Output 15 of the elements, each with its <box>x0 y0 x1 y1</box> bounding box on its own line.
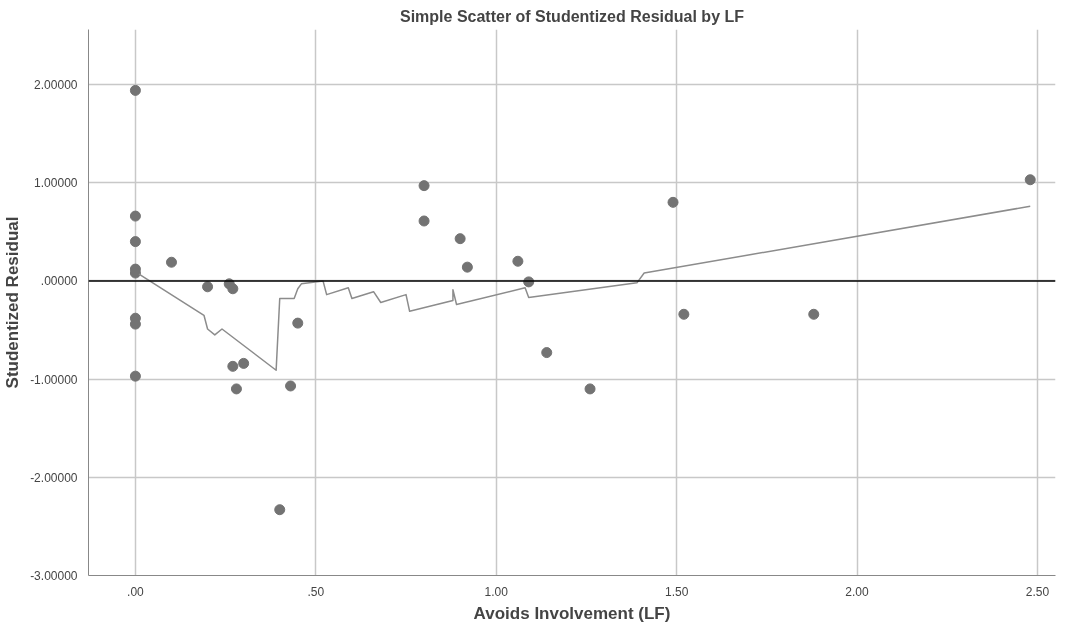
x-tick-label: .50 <box>307 584 325 599</box>
y-axis-title: Studentized Residual <box>3 216 23 389</box>
y-tick-label: -1.00000 <box>30 372 78 387</box>
x-axis-title: Avoids Involvement (LF) <box>473 603 671 623</box>
y-tick-label: 1.00000 <box>34 176 78 191</box>
chart-title: Simple Scatter of Studentized Residual by LF <box>399 7 745 25</box>
y-tick-label: -2.00000 <box>30 470 78 485</box>
y-tick-label: -3.00000 <box>30 569 78 583</box>
x-tick-label: 1.00 <box>484 584 509 599</box>
x-tick-label: 1.50 <box>664 584 689 599</box>
x-tick-label: 2.00 <box>845 584 870 599</box>
x-tick-label: .00 <box>127 584 145 599</box>
y-tick-label: .00000 <box>40 274 78 289</box>
x-tick-label: 2.50 <box>1025 584 1050 599</box>
y-tick-label: 2.00000 <box>34 77 78 92</box>
